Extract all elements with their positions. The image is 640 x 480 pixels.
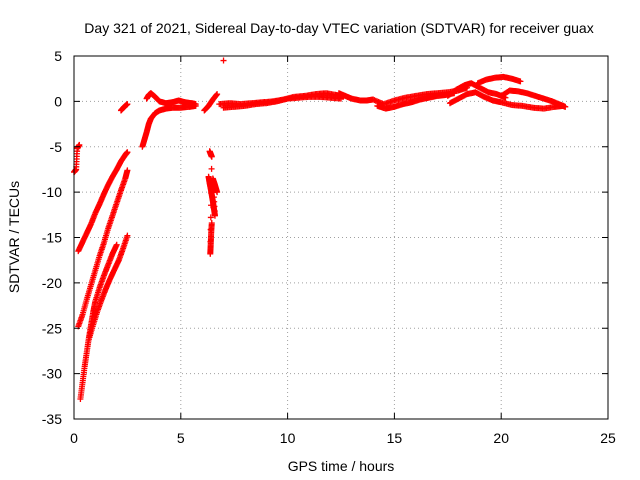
series-arc-6h-a <box>201 91 221 114</box>
series-arc-rise-2 <box>75 167 131 330</box>
data-point <box>124 149 131 156</box>
y-tick-label: -5 <box>50 139 63 155</box>
data-point <box>208 153 215 160</box>
data-point <box>113 241 120 248</box>
data-point <box>208 219 215 226</box>
x-tick-label: 15 <box>387 430 403 446</box>
data-points <box>71 57 569 403</box>
chart-title: Day 321 of 2021, Sidereal Day-to-day VTE… <box>84 20 593 36</box>
series-arc-evening-c <box>474 73 524 87</box>
y-tick-label: -15 <box>42 230 62 246</box>
series-arc-day-c <box>335 90 377 104</box>
data-point <box>220 57 227 64</box>
y-tick-label: -10 <box>42 184 62 200</box>
series-arc-vertical-1 <box>206 148 215 257</box>
series-arc-recovery <box>139 102 199 150</box>
x-tick-label: 5 <box>177 430 185 446</box>
x-tick-label: 20 <box>493 430 509 446</box>
data-point <box>562 103 569 110</box>
series-arc-vertical-2 <box>205 173 221 219</box>
data-point <box>207 214 214 221</box>
y-tick-label: -25 <box>42 320 62 336</box>
x-tick-label: 0 <box>70 430 78 446</box>
x-axis-label: GPS time / hours <box>288 458 395 474</box>
data-point <box>124 101 131 108</box>
y-axis-label: SDTVAR / TECUs <box>6 181 22 293</box>
y-tick-label: -35 <box>42 411 62 427</box>
axes: 0 5 10 15 20 25 5 0 -5 -10 -15 -20 -25 -30 -35 <box>42 48 616 446</box>
x-tick-label: 10 <box>280 430 296 446</box>
series-arc-rise-4 <box>85 232 131 343</box>
y-tick-label: 5 <box>54 48 62 64</box>
series-arc-early-a <box>71 141 83 176</box>
series-arc-6h-b <box>220 57 227 64</box>
series-arc-afternoon-b <box>374 90 458 112</box>
series-arc-short-2h <box>117 101 131 114</box>
series-arc-rise-1 <box>75 149 131 255</box>
data-point <box>517 78 524 85</box>
data-point <box>192 101 199 108</box>
x-tick-label: 25 <box>600 430 616 446</box>
y-tick-label: -20 <box>42 275 62 291</box>
data-point <box>214 91 221 98</box>
data-point <box>124 167 131 174</box>
data-point <box>208 165 215 172</box>
data-point <box>124 232 131 239</box>
series-arc-evening-b <box>446 89 567 112</box>
series-arc-hump <box>143 90 199 108</box>
y-tick-label: -30 <box>42 366 62 382</box>
y-tick-label: 0 <box>54 93 62 109</box>
series-arc-evening-d <box>498 87 569 110</box>
grid <box>74 56 608 419</box>
series-arc-day-b <box>220 93 344 111</box>
data-point <box>214 189 221 196</box>
